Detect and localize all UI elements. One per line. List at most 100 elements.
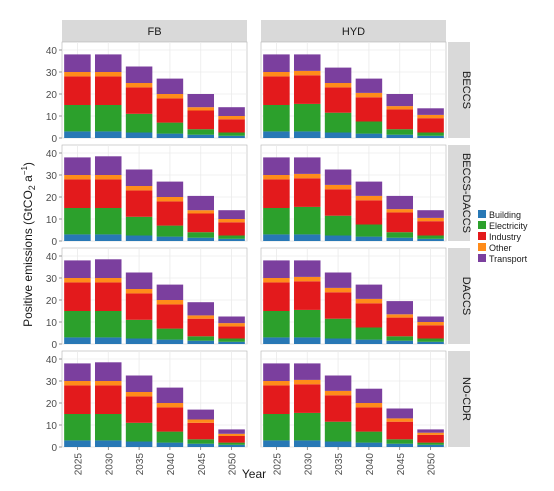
bar-segment-electricity — [386, 439, 414, 444]
bar-segment-industry — [156, 201, 184, 226]
y-tick-label: 30 — [46, 274, 58, 285]
bar-segment-building — [293, 337, 321, 344]
bar-segment-building — [417, 238, 444, 241]
bar-segment-other — [263, 72, 290, 77]
bar-segment-electricity — [125, 422, 153, 442]
bar-segment-building — [64, 440, 91, 447]
bar-segment-transport — [263, 54, 290, 72]
bar-segment-building — [293, 131, 321, 138]
bar-segment-other — [156, 197, 184, 202]
bar-segment-transport — [293, 363, 321, 380]
y-tick-label: 30 — [46, 171, 58, 182]
facet-label-HYD: HYD — [342, 26, 365, 38]
bar-segment-electricity — [156, 122, 184, 134]
bar-segment-transport — [156, 284, 184, 300]
bar-segment-transport — [64, 260, 91, 278]
y-tick-label: 40 — [46, 252, 58, 263]
bar-segment-building — [417, 135, 444, 138]
bar-segment-other — [386, 418, 414, 422]
bar-segment-electricity — [417, 442, 444, 445]
panel-NO-CDR-FB — [61, 350, 248, 448]
bar-segment-building — [386, 134, 414, 138]
bar-segment-industry — [324, 292, 352, 319]
bar-segment-other — [94, 175, 122, 180]
bar-segment-other — [125, 83, 153, 88]
bar-segment-transport — [125, 375, 153, 392]
bar-segment-building — [156, 339, 184, 344]
bar-segment-building — [125, 441, 153, 447]
bar-segment-industry — [187, 110, 215, 130]
bar-segment-building — [293, 440, 321, 447]
facet-label-NO-CDR: NO-CDR — [460, 377, 472, 421]
bar-segment-industry — [293, 75, 321, 104]
bar-segment-transport — [64, 363, 91, 381]
bar-segment-building — [324, 132, 352, 138]
bar-segment-electricity — [355, 327, 383, 340]
bar-segment-electricity — [64, 105, 91, 132]
bar-segment-transport — [94, 362, 122, 381]
bar-segment-electricity — [156, 431, 184, 443]
bar-segment-transport — [355, 284, 383, 299]
y-tick-label: 40 — [46, 149, 58, 160]
bar-segment-industry — [417, 221, 444, 236]
facet-label-BECCS: BECCS — [460, 71, 472, 109]
bar-segment-building — [386, 340, 414, 344]
bar-segment-other — [417, 114, 444, 119]
bar-segment-transport — [187, 94, 215, 108]
bar-segment-industry — [64, 385, 91, 414]
bar-segment-industry — [125, 293, 153, 320]
bar-segment-transport — [187, 409, 215, 420]
bar-segment-other — [263, 381, 290, 386]
bar-segment-industry — [386, 317, 414, 337]
bar-segment-other — [156, 403, 184, 408]
y-tick-label: 0 — [51, 134, 57, 145]
bar-segment-building — [187, 134, 215, 138]
bar-segment-electricity — [293, 412, 321, 441]
bar-segment-building — [64, 234, 91, 241]
x-tick-label: 2050 — [228, 453, 239, 476]
y-tick-label: 20 — [46, 90, 58, 101]
bar-segment-electricity — [218, 338, 245, 342]
bar-segment-building — [94, 440, 122, 447]
bar-segment-other — [417, 217, 444, 222]
bar-segment-electricity — [386, 232, 414, 238]
legend-key-building — [478, 210, 486, 218]
bar-segment-building — [355, 133, 383, 138]
legend-label-industry: Industry — [489, 232, 522, 242]
bar-segment-industry — [218, 436, 245, 443]
facet-strip-HYD — [261, 20, 446, 42]
panel-BECCS-FB — [61, 41, 248, 139]
bar-segment-other — [263, 175, 290, 180]
bar-segment-transport — [293, 54, 321, 71]
x-axis-label: Year — [242, 467, 266, 481]
bar-segment-transport — [156, 181, 184, 197]
bar-segment-building — [218, 238, 245, 241]
panel-DACCS-HYD — [260, 247, 447, 345]
bar-segment-building — [293, 234, 321, 241]
bar-segment-building — [263, 234, 290, 241]
bar-segment-building — [386, 443, 414, 447]
bar-segment-other — [386, 209, 414, 213]
bar-segment-building — [94, 337, 122, 344]
bar-segment-transport — [355, 388, 383, 403]
bar-segment-industry — [187, 318, 215, 337]
legend-key-industry — [478, 232, 486, 240]
panel-BECCS-HYD — [260, 41, 447, 139]
bar-segment-other — [125, 392, 153, 397]
bar-segment-electricity — [94, 311, 122, 338]
bar-segment-other — [324, 184, 352, 190]
bar-segment-industry — [94, 282, 122, 311]
bar-segment-electricity — [218, 235, 245, 239]
bar-segment-electricity — [417, 235, 444, 239]
bar-segment-other — [187, 419, 215, 423]
y-tick-label: 10 — [46, 215, 58, 226]
legend-label-building: Building — [489, 210, 521, 220]
bar-segment-other — [324, 390, 352, 396]
bar-segment-electricity — [324, 215, 352, 236]
bar-segment-transport — [324, 67, 352, 83]
bar-segment-electricity — [218, 132, 245, 136]
y-tick-label: 0 — [51, 443, 57, 454]
bar-segment-other — [324, 287, 352, 293]
bar-segment-industry — [355, 303, 383, 328]
